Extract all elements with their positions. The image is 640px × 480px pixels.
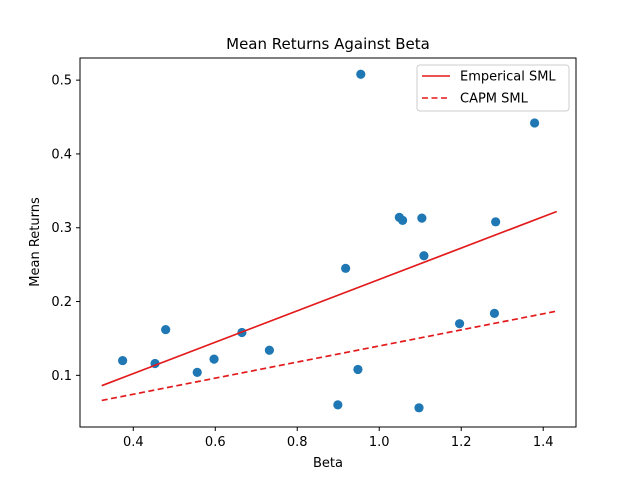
chart-title: Mean Returns Against Beta xyxy=(226,35,430,53)
scatter-point xyxy=(356,69,366,79)
x-tick-label: 1.4 xyxy=(533,435,554,450)
y-tick-label: 0.3 xyxy=(51,221,72,236)
capm-sml-line xyxy=(101,310,557,402)
scatter-point xyxy=(529,118,540,128)
scatter-point xyxy=(414,403,424,413)
scatter-point xyxy=(209,354,219,364)
scatter-point xyxy=(398,215,408,225)
emperical-sml-line xyxy=(101,210,558,387)
scatter-point xyxy=(491,217,501,227)
legend-box xyxy=(416,64,570,112)
x-axis-label: Beta xyxy=(313,456,343,471)
x-tick-label: 1.2 xyxy=(451,435,472,450)
legend-label-emperical-sml: Emperical SML xyxy=(460,70,556,85)
scatter-point xyxy=(161,324,171,335)
x-tick-label: 1.0 xyxy=(369,435,390,450)
scatter-point xyxy=(419,251,429,261)
scatter-point xyxy=(341,263,351,273)
x-tick-label: 0.8 xyxy=(287,435,308,450)
y-tick-label: 0.2 xyxy=(51,295,72,310)
axes-layer: 0.4 0.6 0.8 1.0 1.2 1.4 0.1 0.2 0.3 0.4 0.5 xyxy=(51,57,577,450)
scatter-point xyxy=(264,345,274,355)
scatter-point xyxy=(333,400,343,410)
y-tick-label: 0.5 xyxy=(51,74,72,89)
scatter-point xyxy=(489,308,500,318)
legend: Emperical SML CAPM SML xyxy=(416,64,570,112)
plot-layer xyxy=(101,69,558,413)
scatter-point xyxy=(417,213,427,223)
scatter-point xyxy=(454,319,465,329)
x-tick-label: 0.6 xyxy=(205,435,226,450)
scatter-point xyxy=(353,364,363,375)
scatter-point xyxy=(118,355,128,366)
x-tick-label: 0.4 xyxy=(123,435,144,450)
y-axis-label: Mean Returns xyxy=(28,197,43,287)
y-tick-label: 0.4 xyxy=(51,147,72,162)
y-tick-label: 0.1 xyxy=(51,369,72,384)
legend-label-capm-sml: CAPM SML xyxy=(460,92,529,107)
scatter-point xyxy=(192,367,202,377)
axes-frame xyxy=(79,57,577,428)
